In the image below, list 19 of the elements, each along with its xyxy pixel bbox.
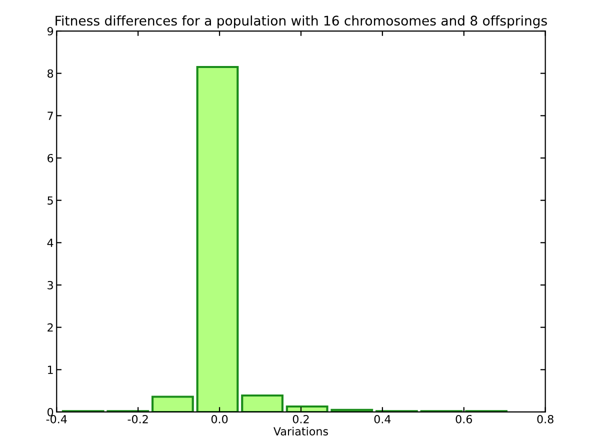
y-tick-label: 1 [48,366,53,374]
x-tick-label: 0.0 [211,414,228,424]
x-tick-label: 0.4 [374,414,391,424]
y-tick-label: 3 [48,280,53,290]
y-tick-label: 8 [48,69,54,78]
y-tick-label: 4 [47,238,54,247]
y-tick-label: 9 [47,26,54,36]
x-tick-label: -0.2 [128,414,148,424]
x-tick-label: 0.6 [456,414,472,424]
x-tick-label: -0.4 [46,414,67,424]
y-tick-label: 7 [48,112,53,120]
chart-title: Fitness differences for a population with 16 chromosomes and 8 offsprings [56,15,547,28]
x-axis-title: Variations [274,426,328,436]
y-tick-label: 2 [48,323,53,332]
y-tick-label: 5 [48,196,53,205]
x-tick-label: 0.8 [537,414,554,424]
y-tick-label: 6 [48,154,54,162]
x-tick-label: 0.2 [292,414,309,424]
y-tick-label: 0 [48,408,54,416]
